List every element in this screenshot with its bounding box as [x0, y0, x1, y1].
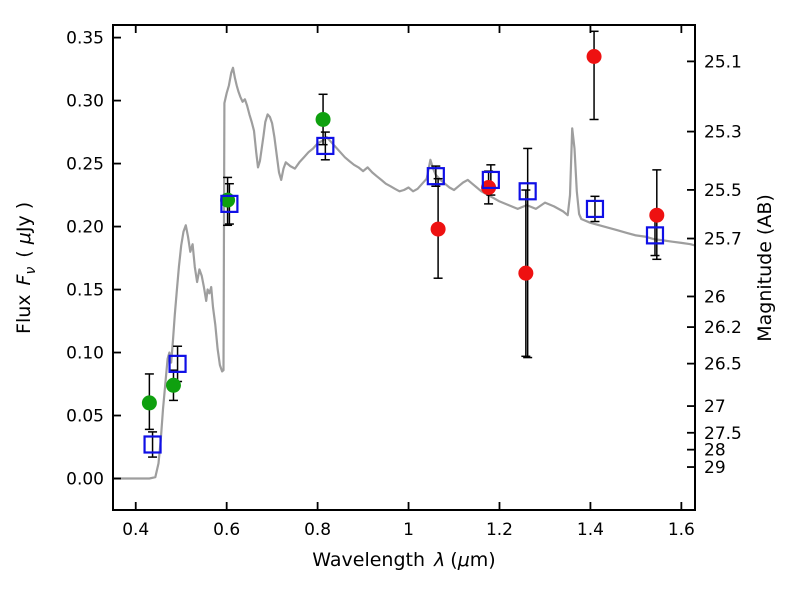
- blue-model-photometry-point: [143, 435, 162, 454]
- y2-tick-label: 25.3: [704, 123, 742, 143]
- blue-model-photometry-point: [518, 182, 537, 201]
- green-photometry-point: [141, 395, 157, 411]
- x-tick-label: 0.6: [213, 520, 240, 540]
- blue-model-photometry-point: [585, 199, 605, 219]
- red-photometry-point: [518, 265, 534, 281]
- y2-tick-label: 27.5: [704, 424, 742, 444]
- blue-model-photometry-point: [220, 194, 239, 213]
- red-photometry-point: [430, 221, 446, 237]
- y-tick-label: 0.15: [66, 281, 104, 301]
- y-tick-label: 0.35: [66, 29, 104, 49]
- y-tick-label: 0.30: [66, 92, 104, 112]
- y2-tick-label: 28: [704, 441, 726, 461]
- blue-model-photometry-point: [481, 170, 500, 190]
- blue-model-photometry-point: [316, 136, 335, 156]
- y-tick-label: 0.05: [66, 407, 104, 427]
- y2-tick-label: 25.7: [704, 230, 742, 250]
- x-tick-label: 1.4: [577, 520, 604, 540]
- blue-model-photometry-point: [426, 167, 445, 186]
- y2-tick-label: 26: [704, 287, 726, 307]
- x-tick-label: 0.8: [304, 520, 331, 540]
- y2-tick-label: 26.2: [704, 318, 742, 338]
- y2-tick-label: 25.5: [704, 181, 742, 201]
- y-tick-label: 0.00: [66, 470, 104, 490]
- x-tick-label: 1.6: [668, 520, 695, 540]
- green-photometry-point: [165, 377, 181, 393]
- x-tick-label: 1.2: [486, 520, 513, 540]
- red-photometry-point: [586, 48, 602, 64]
- blue-model-photometry-point: [168, 354, 187, 373]
- x-tick-label: 0.4: [122, 520, 149, 540]
- y2-tick-label: 27: [704, 397, 726, 417]
- y-tick-label: 0.20: [66, 218, 104, 238]
- green-photometry-point: [315, 111, 331, 127]
- model-spectrum-line: [113, 66, 695, 480]
- y2-tick-label: 29: [704, 458, 726, 478]
- x-tick-label: 1: [403, 520, 414, 540]
- y-tick-label: 0.10: [66, 344, 104, 364]
- red-photometry-point: [649, 207, 665, 223]
- y2-tick-label: 26.5: [704, 355, 742, 375]
- plot-border: [112, 24, 696, 511]
- y-tick-label: 0.25: [66, 155, 104, 175]
- y2-tick-label: 25.1: [704, 52, 742, 72]
- blue-model-photometry-point: [645, 226, 665, 245]
